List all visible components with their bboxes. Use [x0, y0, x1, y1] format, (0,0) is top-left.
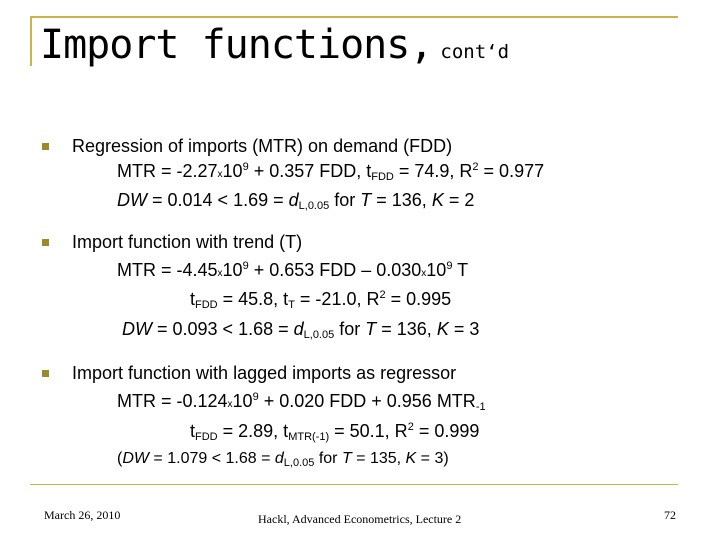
- slide-title: Import functions, cont‘d: [40, 22, 509, 68]
- item-3-heading: Import function with lagged imports as r…: [72, 363, 457, 383]
- item-2-dw: DW = 0.093 < 1.68 = dL,0.05 for T = 136,…: [122, 319, 480, 341]
- item-1-dw: DW = 0.014 < 1.69 = dL,0.05 for T = 136,…: [117, 190, 475, 212]
- item-1-heading: Regression of imports (MTR) on demand (F…: [72, 136, 453, 156]
- item-2-equation: MTR = -4.45x109 + 0.653 FDD – 0.030x109 …: [117, 260, 469, 280]
- item-3-equation: MTR = -0.124x109 + 0.020 FDD + 0.956 MTR…: [117, 391, 486, 413]
- page-number: 72: [664, 508, 676, 522]
- title-main: Import functions,: [40, 22, 433, 68]
- bullet-icon: [42, 370, 49, 377]
- item-3-tstats: tFDD = 2.89, tMTR(-1) = 50.1, R2 = 0.999: [190, 421, 480, 443]
- bullet-icon: [42, 239, 49, 246]
- item-2-tstats: tFDD = 45.8, tT = -21.0, R2 = 0.995: [190, 289, 452, 311]
- footer-date: March 26, 2010: [44, 508, 121, 522]
- footer-rule: [30, 484, 678, 485]
- title-frame-left: [30, 16, 32, 66]
- item-3-dw: (DW = 1.079 < 1.68 = dL,0.05 for T = 135…: [117, 450, 449, 469]
- bullet-icon: [42, 143, 49, 150]
- title-sub: cont‘d: [440, 41, 510, 63]
- title-frame-top: [30, 16, 678, 18]
- footer-center: Hackl, Advanced Econometrics, Lecture 2: [258, 512, 462, 526]
- item-1-equation: MTR = -2.27x109 + 0.357 FDD, tFDD = 74.9…: [117, 161, 545, 183]
- item-2-heading: Import function with trend (T): [72, 232, 303, 252]
